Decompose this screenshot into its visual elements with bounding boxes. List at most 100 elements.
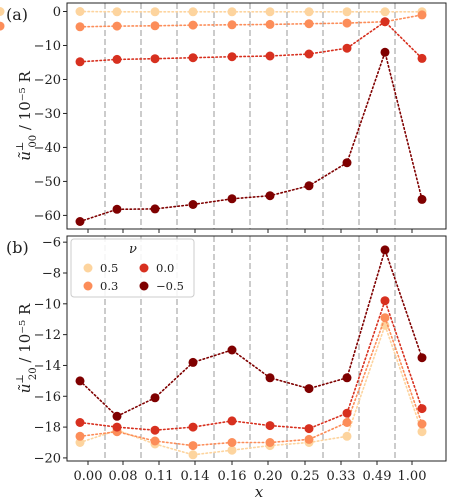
x-tick-label: 0.20 bbox=[254, 469, 283, 484]
y-tick-label: −10 bbox=[34, 297, 61, 312]
data-point bbox=[342, 18, 352, 28]
data-point bbox=[342, 431, 352, 441]
y-tick-label: −12 bbox=[34, 328, 61, 343]
data-point bbox=[265, 19, 275, 29]
data-point bbox=[75, 431, 85, 441]
data-point bbox=[0, 7, 5, 16]
data-point bbox=[417, 194, 427, 204]
x-tick-label: 0.00 bbox=[74, 469, 103, 484]
y-tick-label: −14 bbox=[34, 359, 61, 374]
plot-frame bbox=[66, 2, 447, 230]
data-point bbox=[380, 7, 390, 17]
data-point bbox=[227, 445, 237, 455]
data-point bbox=[188, 357, 198, 367]
y-tick-label: −20 bbox=[34, 451, 61, 466]
data-point bbox=[150, 54, 160, 64]
x-tick-label: 0.33 bbox=[327, 469, 356, 484]
data-point bbox=[304, 434, 314, 444]
legend-label: −0.5 bbox=[156, 279, 184, 293]
y-axis-label: ũ⊥ 20 / 10⁻⁵ R bbox=[15, 303, 39, 393]
panel-b: −6 −8 −10 −12 −14 −16 −18 −20 0.00 0.08 0.11 0.14 0.… bbox=[6, 235, 447, 484]
y-tick-label: −60 bbox=[34, 209, 61, 224]
data-point bbox=[304, 424, 314, 434]
data-point bbox=[342, 408, 352, 418]
y-axis-label: ũ⊥ 00 / 10⁻⁵ R bbox=[15, 71, 39, 161]
legend-title: ν bbox=[129, 242, 137, 257]
y-tick-label: −8 bbox=[42, 266, 61, 281]
legend-marker bbox=[139, 263, 149, 273]
x-tick-label: 1.00 bbox=[398, 469, 427, 484]
data-point bbox=[417, 427, 427, 437]
x-tick-label: 0.25 bbox=[291, 469, 320, 484]
data-point bbox=[75, 376, 85, 386]
data-point bbox=[188, 422, 198, 432]
y-tick-label: −30 bbox=[34, 107, 61, 122]
data-point bbox=[75, 57, 85, 67]
data-point bbox=[75, 217, 85, 226]
data-point bbox=[150, 425, 160, 435]
data-point bbox=[188, 53, 198, 63]
data-point bbox=[112, 411, 122, 421]
y-tick-label: −6 bbox=[42, 236, 61, 251]
legend-label: 0.5 bbox=[100, 261, 118, 275]
x-tick-label: 0.49 bbox=[363, 469, 392, 484]
data-point bbox=[188, 441, 198, 451]
legend-marker bbox=[139, 281, 149, 291]
data-point bbox=[417, 404, 427, 414]
data-point bbox=[342, 158, 352, 168]
data-point bbox=[417, 353, 427, 363]
data-point bbox=[150, 204, 160, 214]
data-point bbox=[150, 393, 160, 403]
data-point bbox=[188, 450, 198, 460]
data-point bbox=[75, 7, 85, 16]
series-line bbox=[79, 20, 423, 63]
data-point bbox=[75, 438, 85, 447]
data-point bbox=[304, 384, 314, 394]
data-point bbox=[380, 245, 390, 255]
data-point bbox=[342, 43, 352, 53]
data-point bbox=[188, 200, 198, 209]
data-point bbox=[75, 22, 85, 32]
x-tick-label: 0.11 bbox=[145, 469, 174, 484]
series-line bbox=[79, 247, 423, 418]
panel-label: (b) bbox=[6, 238, 29, 257]
data-point bbox=[112, 204, 122, 214]
data-point bbox=[265, 191, 275, 201]
legend-box bbox=[70, 238, 195, 298]
data-point bbox=[380, 47, 390, 57]
y-tick-label: −20 bbox=[34, 73, 61, 88]
x-tick-label: 0.14 bbox=[181, 469, 210, 484]
series-line bbox=[79, 14, 423, 28]
data-point bbox=[150, 21, 160, 31]
data-point bbox=[380, 296, 390, 306]
y-tick-label: −10 bbox=[34, 39, 61, 54]
data-point bbox=[75, 418, 85, 427]
data-point bbox=[227, 52, 237, 62]
series-line bbox=[79, 315, 423, 447]
y-tick-label: −18 bbox=[34, 421, 61, 436]
data-point bbox=[380, 17, 390, 27]
x-tick-label: 0.08 bbox=[109, 469, 138, 484]
data-point bbox=[227, 345, 237, 355]
data-point bbox=[417, 419, 427, 429]
data-point bbox=[265, 421, 275, 431]
x-axis-label: x bbox=[255, 483, 264, 501]
data-point bbox=[0, 21, 5, 31]
data-point bbox=[150, 7, 160, 17]
data-point bbox=[188, 7, 198, 17]
data-point bbox=[112, 422, 122, 432]
data-point bbox=[188, 20, 198, 30]
data-point bbox=[227, 194, 237, 204]
data-point bbox=[417, 10, 427, 20]
data-point bbox=[304, 181, 314, 191]
data-point bbox=[227, 7, 237, 17]
data-point bbox=[342, 7, 352, 17]
data-point bbox=[304, 7, 314, 17]
x-tick-label: 0.16 bbox=[218, 469, 247, 484]
series-line bbox=[79, 298, 423, 432]
data-point bbox=[227, 416, 237, 426]
data-point bbox=[150, 436, 160, 446]
data-point bbox=[227, 438, 237, 447]
data-point bbox=[417, 53, 427, 63]
